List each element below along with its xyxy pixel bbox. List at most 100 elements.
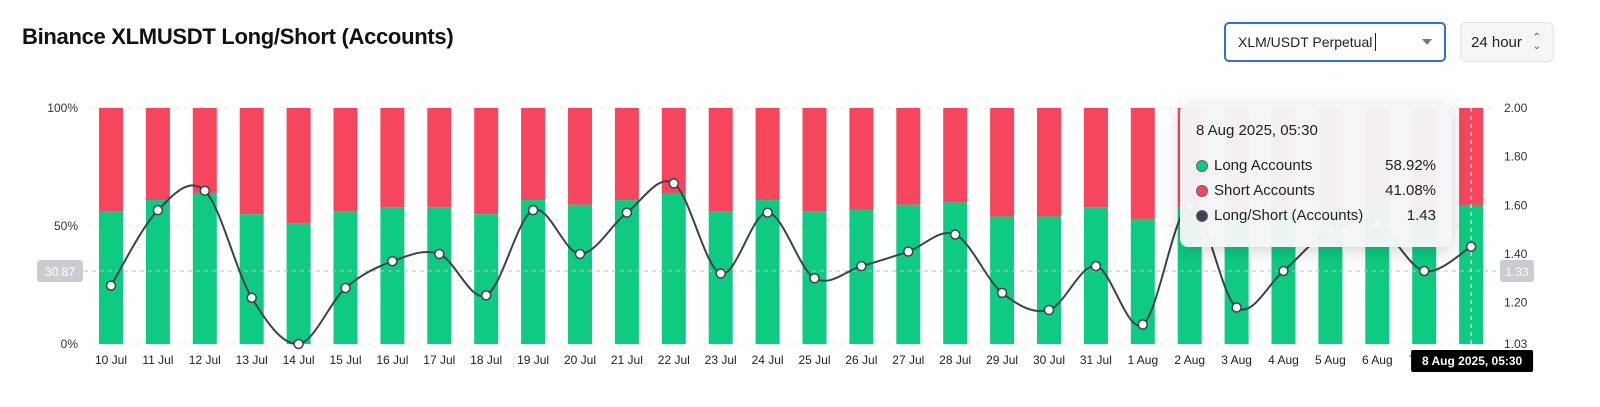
- ratio-point: [152, 204, 164, 216]
- y-right-tick-label: 1.20: [1504, 296, 1528, 310]
- tooltip-row-ratio: Long/Short (Accounts) 1.43: [1196, 203, 1436, 228]
- pair-select[interactable]: XLM/USDT Perpetual: [1224, 22, 1446, 62]
- ratio-point: [809, 273, 820, 284]
- x-tick-label: 5 Aug: [1315, 353, 1346, 367]
- page-title: Binance XLMUSDT Long/Short (Accounts): [22, 24, 454, 49]
- ratio-point: [105, 280, 117, 291]
- y-right-tick-label: 2.00: [1504, 101, 1528, 115]
- ratio-point: [1465, 241, 1477, 252]
- x-tick-label: 15 Jul: [329, 353, 361, 367]
- ratio-point: [1231, 302, 1242, 313]
- x-tick-label: 28 Jul: [939, 353, 971, 367]
- long-bar: [333, 211, 358, 344]
- x-tick-label: 14 Jul: [283, 353, 315, 367]
- y-right-tick-label: 1.03: [1504, 337, 1528, 351]
- long-bar: [568, 204, 592, 344]
- ratio-line: [110, 180, 1472, 346]
- y-left-tick-label: 100%: [47, 101, 78, 115]
- text-cursor: [1375, 33, 1377, 51]
- x-tick-label: 27 Jul: [892, 353, 924, 367]
- x-tick-label: 20 Jul: [564, 353, 596, 367]
- long-bar: [192, 192, 217, 344]
- x-hover-label: 8 Aug 2025, 05:30: [1422, 354, 1523, 368]
- ratio-point: [527, 204, 539, 216]
- tooltip-short-label: Short Accounts: [1214, 182, 1315, 199]
- short-bar: [427, 108, 452, 208]
- crosshair-right-badge: [1500, 260, 1534, 283]
- ratio-point: [668, 178, 680, 189]
- x-tick-label: 12 Jul: [189, 353, 221, 367]
- ratio-dot-icon: [1196, 209, 1208, 222]
- short-bar: [849, 108, 874, 210]
- chevron-down-icon: [1422, 39, 1432, 45]
- y-right-tick-label: 1.40: [1504, 247, 1528, 261]
- long-bar: [849, 209, 874, 344]
- tooltip-short-value: 41.08%: [1385, 182, 1436, 199]
- short-bar: [943, 108, 968, 203]
- crosshair-left-badge: [37, 260, 83, 283]
- short-bar: [1037, 108, 1061, 217]
- long-bar: [1083, 207, 1108, 344]
- short-bar: [474, 108, 499, 215]
- x-tick-label: 29 Jul: [986, 353, 1018, 367]
- x-tick-label: 13 Jul: [236, 353, 268, 367]
- long-bar: [99, 211, 123, 344]
- ratio-point: [246, 292, 257, 304]
- ratio-point: [199, 185, 211, 196]
- x-hover-badge: [1411, 350, 1534, 372]
- tooltip-long-label: Long Accounts: [1214, 157, 1313, 174]
- x-tick-label: 4 Aug: [1268, 353, 1299, 367]
- short-bar: [192, 108, 217, 193]
- short-bar: [802, 108, 827, 212]
- ratio-point: [1278, 265, 1289, 277]
- chart-tooltip: 8 Aug 2025, 05:30 Long Accounts 58.92% S…: [1180, 104, 1452, 247]
- ratio-point: [1137, 319, 1149, 330]
- x-tick-label: 21 Jul: [611, 353, 643, 367]
- ratio-point: [903, 246, 914, 257]
- ratio-point: [434, 248, 445, 260]
- x-tick-label: 26 Jul: [845, 353, 877, 367]
- ratio-point: [715, 268, 726, 279]
- x-tick-label: 25 Jul: [798, 353, 830, 367]
- ratio-point: [293, 338, 304, 350]
- y-right-tick-label: 1.60: [1504, 198, 1528, 212]
- ratio-point: [856, 260, 867, 272]
- x-tick-label: 10 Jul: [95, 353, 127, 367]
- tooltip-date: 8 Aug 2025, 05:30: [1196, 122, 1318, 139]
- ratio-point: [387, 256, 398, 267]
- x-tick-label: 11 Jul: [142, 353, 173, 367]
- x-tick-label: 2 Aug: [1174, 353, 1205, 367]
- x-tick-label: 1 Aug: [1127, 353, 1158, 367]
- x-tick-label: 24 Jul: [752, 353, 784, 367]
- tooltip-row-long: Long Accounts 58.92%: [1196, 153, 1436, 178]
- ratio-point: [340, 282, 351, 294]
- ratio-point: [1418, 265, 1430, 277]
- crosshair-left-label: 30.87: [45, 265, 75, 279]
- short-bar: [286, 108, 311, 224]
- short-bar: [145, 108, 170, 201]
- tooltip-long-value: 58.92%: [1385, 157, 1436, 174]
- tooltip-ratio-value: 1.43: [1406, 207, 1436, 224]
- y-right-tick-label: 1.80: [1504, 150, 1528, 164]
- x-tick-label: 16 Jul: [376, 353, 408, 367]
- short-bar: [990, 108, 1015, 217]
- ratio-point: [621, 207, 633, 218]
- x-tick-label: 19 Jul: [517, 353, 549, 367]
- y-left-tick-label: 0%: [61, 337, 79, 351]
- ratio-point: [1090, 260, 1102, 272]
- short-bar: [99, 108, 123, 212]
- long-bar: [380, 207, 405, 344]
- long-bar: [614, 200, 639, 344]
- x-tick-label: 18 Jul: [470, 353, 502, 367]
- x-tick-label: 3 Aug: [1221, 353, 1252, 367]
- x-tick-label: 17 Jul: [423, 353, 455, 367]
- interval-select[interactable]: 24 hour ⌃ ⌄: [1460, 22, 1554, 62]
- ratio-point: [1043, 304, 1055, 316]
- updown-chevron-icon: ⌃ ⌄: [1532, 32, 1541, 52]
- short-bar: [896, 108, 921, 205]
- long-bar: [661, 192, 686, 344]
- ratio-point: [996, 287, 1008, 299]
- short-bar: [755, 108, 780, 201]
- x-tick-label: 22 Jul: [658, 353, 690, 367]
- short-bar: [380, 108, 405, 208]
